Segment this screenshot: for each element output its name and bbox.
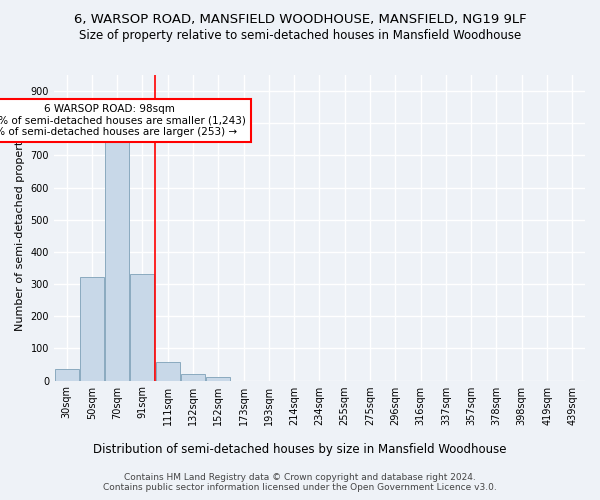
Bar [55,368,79,380]
Text: 6 WARSOP ROAD: 98sqm
← 83% of semi-detached houses are smaller (1,243)
17% of se: 6 WARSOP ROAD: 98sqm ← 83% of semi-detac… [0,104,246,137]
Text: Contains HM Land Registry data © Crown copyright and database right 2024.
Contai: Contains HM Land Registry data © Crown c… [103,472,497,492]
Y-axis label: Number of semi-detached properties: Number of semi-detached properties [15,125,25,331]
Bar [80,276,104,380]
Bar [130,274,154,380]
Bar [206,377,230,380]
Bar [156,362,180,380]
Text: 6, WARSOP ROAD, MANSFIELD WOODHOUSE, MANSFIELD, NG19 9LF: 6, WARSOP ROAD, MANSFIELD WOODHOUSE, MAN… [74,12,526,26]
Text: Size of property relative to semi-detached houses in Mansfield Woodhouse: Size of property relative to semi-detach… [79,29,521,42]
Bar [105,142,129,380]
Text: Distribution of semi-detached houses by size in Mansfield Woodhouse: Distribution of semi-detached houses by … [93,442,507,456]
Bar [181,374,205,380]
